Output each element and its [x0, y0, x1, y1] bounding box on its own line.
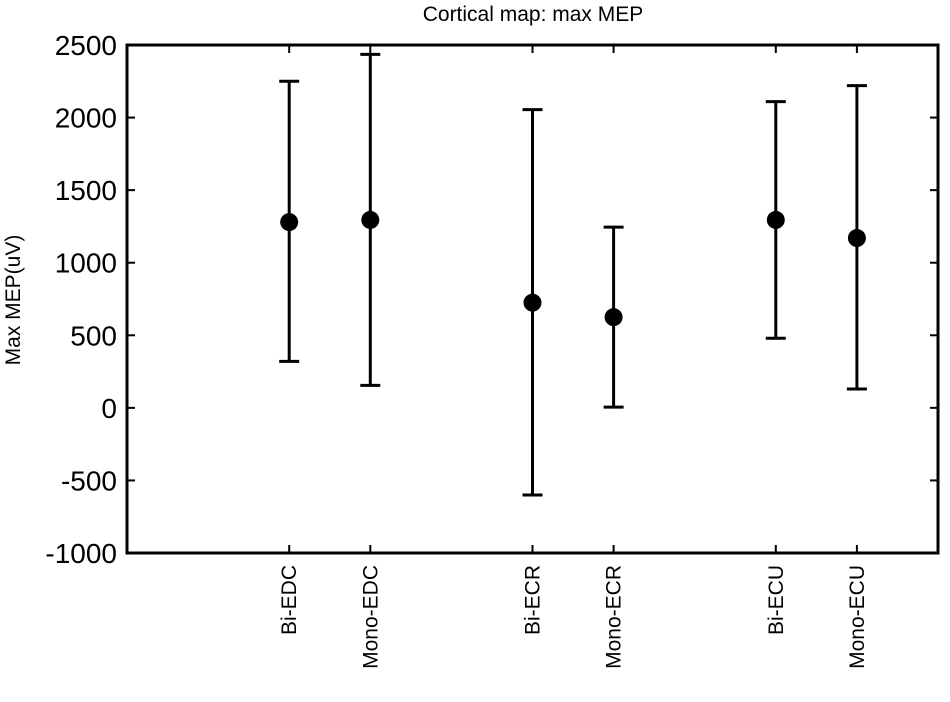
chart-title: Cortical map: max MEP — [423, 3, 644, 26]
y-tick-label: -1000 — [45, 538, 117, 569]
error-bar-group-mono-ecu — [846, 84, 867, 391]
y-tick-label: 1000 — [55, 248, 117, 279]
labels-layer: 2500 2000 1500 1000 500 0 -500 -1000 Bi-EDC Mono-… — [45, 30, 869, 669]
error-bar-group-mono-edc — [360, 52, 381, 387]
mean-marker — [523, 293, 542, 312]
y-tick-label: -500 — [61, 465, 117, 496]
x-category-label: Mono-EDC — [359, 565, 382, 669]
mean-marker — [361, 210, 380, 229]
error-bar-group-bi-ecr — [522, 108, 543, 497]
x-category-label: Bi-ECU — [765, 565, 788, 635]
y-tick-label: 1500 — [55, 175, 117, 206]
error-bar-group-bi-edc — [279, 79, 300, 363]
x-category-label: Bi-EDC — [278, 565, 301, 635]
y-tick-label: 500 — [70, 320, 117, 351]
ticks-layer — [127, 44, 938, 554]
mean-marker — [847, 229, 866, 248]
mean-marker — [280, 213, 299, 232]
y-tick-label: 2500 — [55, 30, 117, 61]
y-tick-label: 2000 — [55, 103, 117, 134]
error-bar-group-mono-ecr — [603, 225, 624, 409]
error-bar-group-bi-ecu — [765, 100, 786, 340]
mean-marker — [766, 210, 785, 229]
x-category-label: Mono-ECU — [846, 565, 869, 669]
x-category-label: Bi-ECR — [522, 565, 545, 635]
y-tick-label: 0 — [101, 393, 117, 424]
marks-layer — [279, 52, 867, 497]
x-category-label: Mono-ECR — [603, 565, 626, 669]
mean-marker — [604, 308, 623, 327]
y-axis-label: Max MEP(uV) — [2, 235, 25, 366]
